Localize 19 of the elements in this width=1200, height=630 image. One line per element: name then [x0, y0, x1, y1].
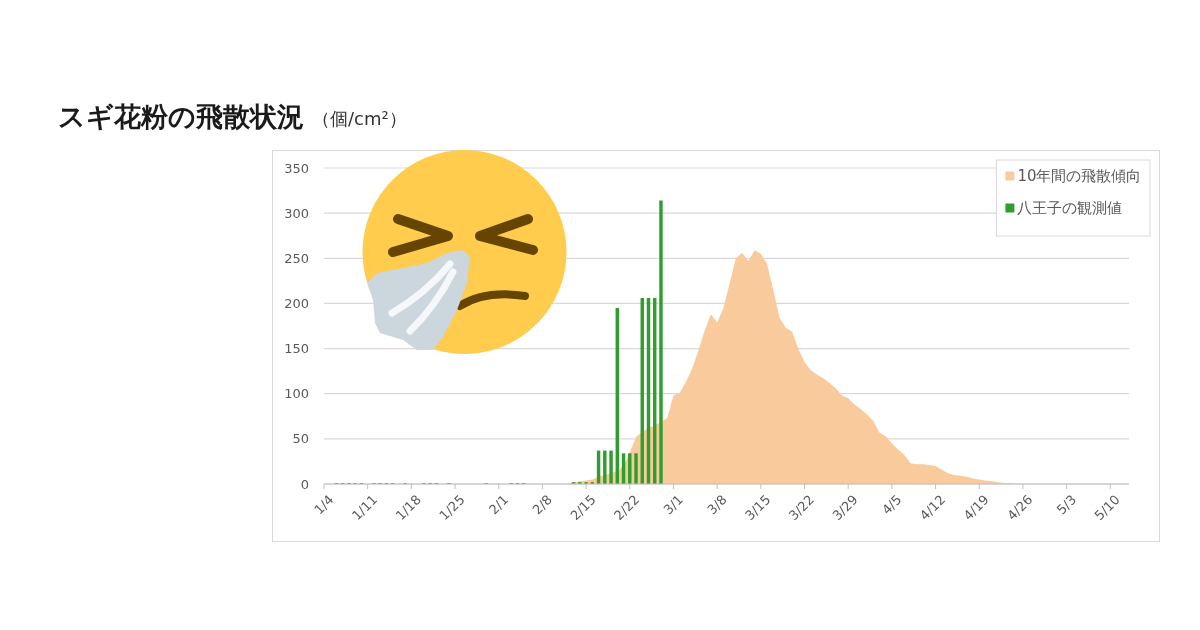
y-tick-label: 350: [284, 160, 309, 176]
chart-title: スギ花粉の飛散状況: [58, 101, 304, 132]
y-tick-label: 250: [284, 250, 309, 266]
y-tick-label: 50: [292, 431, 309, 447]
x-tick-label: 5/3: [1053, 491, 1080, 518]
x-tick-label: 3/1: [660, 491, 687, 518]
y-tick-label: 200: [284, 295, 309, 311]
x-tick-label: 3/8: [704, 491, 730, 518]
x-tick-label: 2/8: [529, 491, 555, 518]
y-tick-label: 300: [284, 205, 309, 221]
y-tick-label: 0: [300, 476, 309, 492]
legend-label: 八王子の観測値: [1017, 199, 1123, 218]
y-tick-label: 100: [284, 386, 309, 402]
x-tick-label: 2/1: [485, 491, 512, 518]
y-axis-title: （個/cm²）: [312, 108, 407, 129]
y-tick-label: 150: [284, 341, 309, 357]
legend-label: 10年間の飛散傾向: [1017, 167, 1142, 186]
x-tick-label: 4/5: [879, 491, 905, 518]
x-tick-label: 1/4: [311, 491, 337, 518]
